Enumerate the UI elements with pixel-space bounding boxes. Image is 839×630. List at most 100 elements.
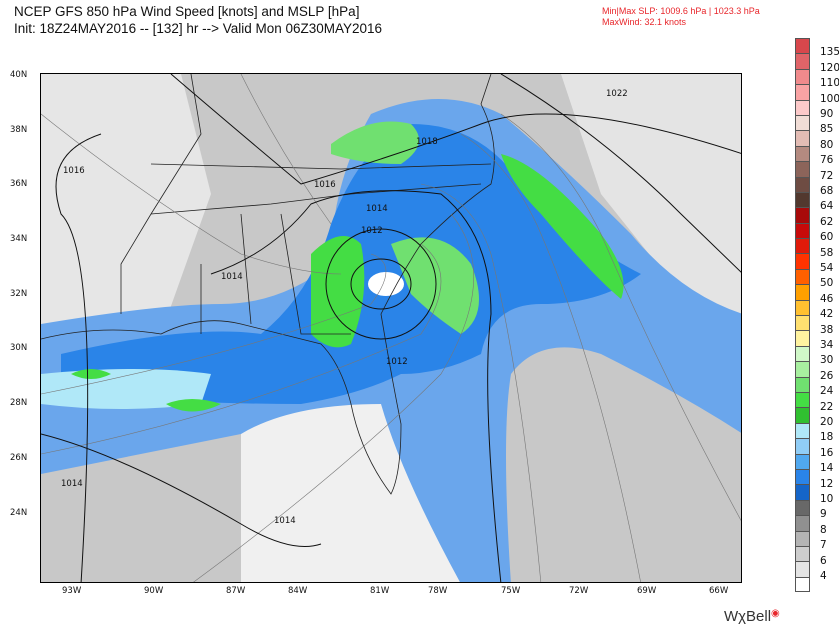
colorbar-label: 22 bbox=[820, 400, 834, 413]
colorbar-swatch bbox=[795, 468, 810, 485]
colorbar-swatch bbox=[795, 268, 810, 285]
lon-label: 87W bbox=[226, 586, 246, 596]
colorbar-label: 4 bbox=[820, 570, 827, 582]
colorbar-swatch bbox=[795, 422, 810, 439]
colorbar-label: 16 bbox=[820, 446, 834, 459]
wind-24-offshore bbox=[391, 237, 479, 334]
lon-label: 69W bbox=[637, 586, 657, 596]
isobar-label: 1014 bbox=[61, 479, 83, 489]
lat-label: 38N bbox=[10, 125, 28, 135]
isobar-label: 1012 bbox=[386, 357, 408, 367]
colorbar-label: 76 bbox=[820, 154, 834, 167]
colorbar-label: 18 bbox=[820, 431, 834, 444]
colorbar-label: 42 bbox=[820, 308, 834, 321]
colorbar-swatch bbox=[795, 345, 810, 362]
colorbar-label: 64 bbox=[820, 200, 834, 213]
streamlines bbox=[41, 74, 741, 582]
colorbar-swatch bbox=[795, 222, 810, 239]
isobar-label: 1014 bbox=[221, 272, 243, 282]
colorbar-label: 54 bbox=[820, 262, 834, 274]
lon-label: 72W bbox=[569, 586, 589, 596]
colorbar-swatch bbox=[795, 330, 810, 346]
colorbar-label: 26 bbox=[820, 369, 834, 382]
colorbar-swatch bbox=[795, 68, 810, 85]
lon-label: 66W bbox=[709, 586, 729, 596]
low-center-calm bbox=[368, 272, 404, 296]
colorbar-swatch bbox=[795, 176, 810, 192]
isobar-label: 1022 bbox=[606, 89, 628, 99]
colorbar-label: 9 bbox=[820, 508, 827, 521]
colorbar-label: 10 bbox=[820, 493, 834, 505]
lat-label: 40N bbox=[10, 70, 28, 80]
map-panel: 1022 1018 1016 1016 1014 1014 1012 1012 … bbox=[40, 73, 742, 583]
isobars bbox=[41, 74, 741, 582]
colorbar-label: 34 bbox=[820, 339, 834, 351]
colorbar-label: 62 bbox=[820, 215, 834, 228]
wind-22-small bbox=[71, 369, 221, 412]
colorbar bbox=[795, 38, 810, 593]
colorbar-label: 58 bbox=[820, 246, 834, 259]
colorbar-label: 8 bbox=[820, 523, 827, 536]
colorbar-label: 135 bbox=[820, 46, 839, 59]
colorbar-swatch bbox=[795, 130, 810, 146]
chart-title: NCEP GFS 850 hPa Wind Speed [knots] and … bbox=[14, 3, 382, 37]
colorbar-swatch bbox=[795, 499, 810, 516]
colorbar-swatch bbox=[795, 545, 810, 562]
colorbar-label: 38 bbox=[820, 323, 834, 336]
isobar-label: 1016 bbox=[314, 180, 336, 190]
colorbar-swatch bbox=[795, 253, 810, 269]
colorbar-label: 72 bbox=[820, 169, 834, 182]
colorbar-label: 120 bbox=[820, 61, 839, 74]
colorbar-swatch bbox=[795, 376, 810, 392]
light-wind-region-atlantic bbox=[561, 74, 741, 333]
colorbar-label: 90 bbox=[820, 108, 834, 120]
wind-speed-map: 1022 1018 1016 1016 1014 1014 1012 1012 … bbox=[41, 74, 741, 582]
isobar-label: 1018 bbox=[416, 137, 438, 147]
isobar-labels: 1022 1018 1016 1016 1014 1014 1012 1012 … bbox=[61, 89, 628, 526]
colorbar-swatch bbox=[795, 361, 810, 377]
lat-label: 26N bbox=[10, 453, 28, 463]
title-line: NCEP GFS 850 hPa Wind Speed [knots] and … bbox=[14, 4, 360, 19]
isobar-label: 1014 bbox=[366, 204, 388, 214]
lat-label: 24N bbox=[10, 508, 28, 518]
lat-label: 34N bbox=[10, 234, 28, 244]
colorbar-label: 6 bbox=[820, 554, 827, 567]
colorbar-swatch bbox=[795, 207, 810, 223]
colorbar-label: 60 bbox=[820, 231, 834, 244]
wxbell-logo: WχBell◉ bbox=[724, 608, 780, 625]
colorbar-label: 80 bbox=[820, 138, 834, 151]
colorbar-label: 30 bbox=[820, 354, 834, 367]
colorbar-swatch bbox=[795, 530, 810, 546]
lon-label: 90W bbox=[144, 586, 164, 596]
coastlines bbox=[41, 74, 495, 495]
lon-label: 78W bbox=[428, 586, 448, 596]
colorbar-swatch bbox=[795, 191, 810, 208]
colorbar-swatch bbox=[795, 53, 810, 69]
colorbar-swatch bbox=[795, 84, 810, 100]
colorbar-label: 50 bbox=[820, 277, 834, 290]
stats-box: Min|Max SLP: 1009.6 hPa | 1023.3 hPa Max… bbox=[602, 6, 760, 28]
colorbar-label: 68 bbox=[820, 185, 834, 197]
colorbar-label: 85 bbox=[820, 123, 834, 136]
lon-label: 93W bbox=[62, 586, 82, 596]
lon-label: 81W bbox=[370, 586, 390, 596]
wind-22-atlantic-jet bbox=[501, 154, 624, 299]
colorbar-swatch bbox=[795, 576, 810, 593]
colorbar-swatch bbox=[795, 453, 810, 469]
colorbar-swatch bbox=[795, 515, 810, 531]
colorbar-label: 46 bbox=[820, 292, 834, 305]
colorbar-label: 100 bbox=[820, 92, 839, 105]
slp-minmax: Min|Max SLP: 1009.6 hPa | 1023.3 hPa bbox=[602, 6, 760, 16]
lat-label: 30N bbox=[10, 343, 28, 353]
colorbar-label: 20 bbox=[820, 416, 834, 428]
lat-label: 32N bbox=[10, 289, 28, 299]
lat-label: 28N bbox=[10, 398, 28, 408]
isobar-label: 1014 bbox=[274, 516, 296, 526]
colorbar-label: 24 bbox=[820, 385, 834, 398]
colorbar-swatch bbox=[795, 438, 810, 454]
lon-label: 84W bbox=[288, 586, 308, 596]
colorbar-swatch bbox=[795, 114, 810, 131]
colorbar-label: 7 bbox=[820, 539, 827, 552]
colorbar-label: 14 bbox=[820, 462, 834, 475]
lat-label: 36N bbox=[10, 179, 28, 189]
